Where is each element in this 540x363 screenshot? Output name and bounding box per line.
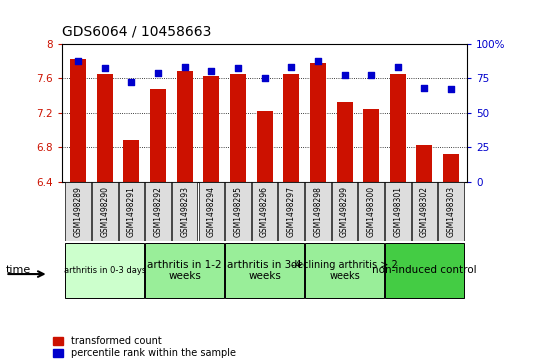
FancyBboxPatch shape [119,182,144,241]
FancyBboxPatch shape [252,182,278,241]
Text: time: time [5,265,31,276]
Bar [177,71,193,182]
Text: GSM1498292: GSM1498292 [153,186,163,237]
Bar [97,74,113,182]
FancyBboxPatch shape [359,182,384,241]
Text: GSM1498295: GSM1498295 [233,186,242,237]
Point [180,64,189,70]
FancyBboxPatch shape [305,182,330,241]
Text: arthritis in 0-3 days: arthritis in 0-3 days [64,266,146,275]
FancyBboxPatch shape [145,242,224,298]
Bar [416,145,433,182]
Bar [363,109,379,182]
FancyBboxPatch shape [332,182,357,241]
Point [260,75,269,81]
Bar [123,140,139,182]
Text: GSM1498293: GSM1498293 [180,186,189,237]
FancyBboxPatch shape [65,242,144,298]
FancyBboxPatch shape [385,182,410,241]
Text: arthritis in 1-2
weeks: arthritis in 1-2 weeks [147,260,222,281]
Text: GSM1498303: GSM1498303 [447,186,456,237]
Point [394,64,402,70]
Point [420,85,429,91]
FancyBboxPatch shape [305,242,384,298]
Bar [390,74,406,182]
Bar [284,74,299,182]
Bar [336,102,353,182]
Text: declining arthritis > 2
weeks: declining arthritis > 2 weeks [291,260,398,281]
FancyBboxPatch shape [199,182,224,241]
Point [127,79,136,85]
Point [74,58,83,64]
Point [314,58,322,64]
Bar [443,154,459,182]
Text: GSM1498294: GSM1498294 [207,186,216,237]
FancyBboxPatch shape [92,182,118,241]
Point [234,65,242,71]
Bar [230,74,246,182]
FancyBboxPatch shape [225,182,251,241]
Text: GSM1498291: GSM1498291 [127,186,136,237]
Text: GSM1498299: GSM1498299 [340,186,349,237]
Bar [204,76,219,182]
FancyBboxPatch shape [145,182,171,241]
Point [447,86,455,92]
Text: GSM1498296: GSM1498296 [260,186,269,237]
Text: GSM1498297: GSM1498297 [287,186,296,237]
Text: GDS6064 / 10458663: GDS6064 / 10458663 [62,24,212,38]
Bar [70,59,86,182]
Text: GSM1498298: GSM1498298 [313,186,322,237]
FancyBboxPatch shape [279,182,304,241]
Point [340,72,349,78]
Text: GSM1498289: GSM1498289 [73,186,83,237]
FancyBboxPatch shape [385,242,464,298]
Point [367,72,375,78]
FancyBboxPatch shape [411,182,437,241]
Text: arthritis in 3-4
weeks: arthritis in 3-4 weeks [227,260,302,281]
Point [100,65,109,71]
Point [287,64,295,70]
Text: GSM1498290: GSM1498290 [100,186,109,237]
Point [154,70,163,76]
Bar [310,62,326,182]
FancyBboxPatch shape [172,182,198,241]
FancyBboxPatch shape [438,182,464,241]
Bar [150,89,166,182]
Legend: transformed count, percentile rank within the sample: transformed count, percentile rank withi… [53,336,236,358]
Text: GSM1498300: GSM1498300 [367,186,376,237]
Text: GSM1498302: GSM1498302 [420,186,429,237]
Text: non-induced control: non-induced control [372,265,477,276]
FancyBboxPatch shape [225,242,304,298]
Bar [256,111,273,182]
Text: GSM1498301: GSM1498301 [393,186,402,237]
Point [207,68,215,74]
FancyBboxPatch shape [65,182,91,241]
